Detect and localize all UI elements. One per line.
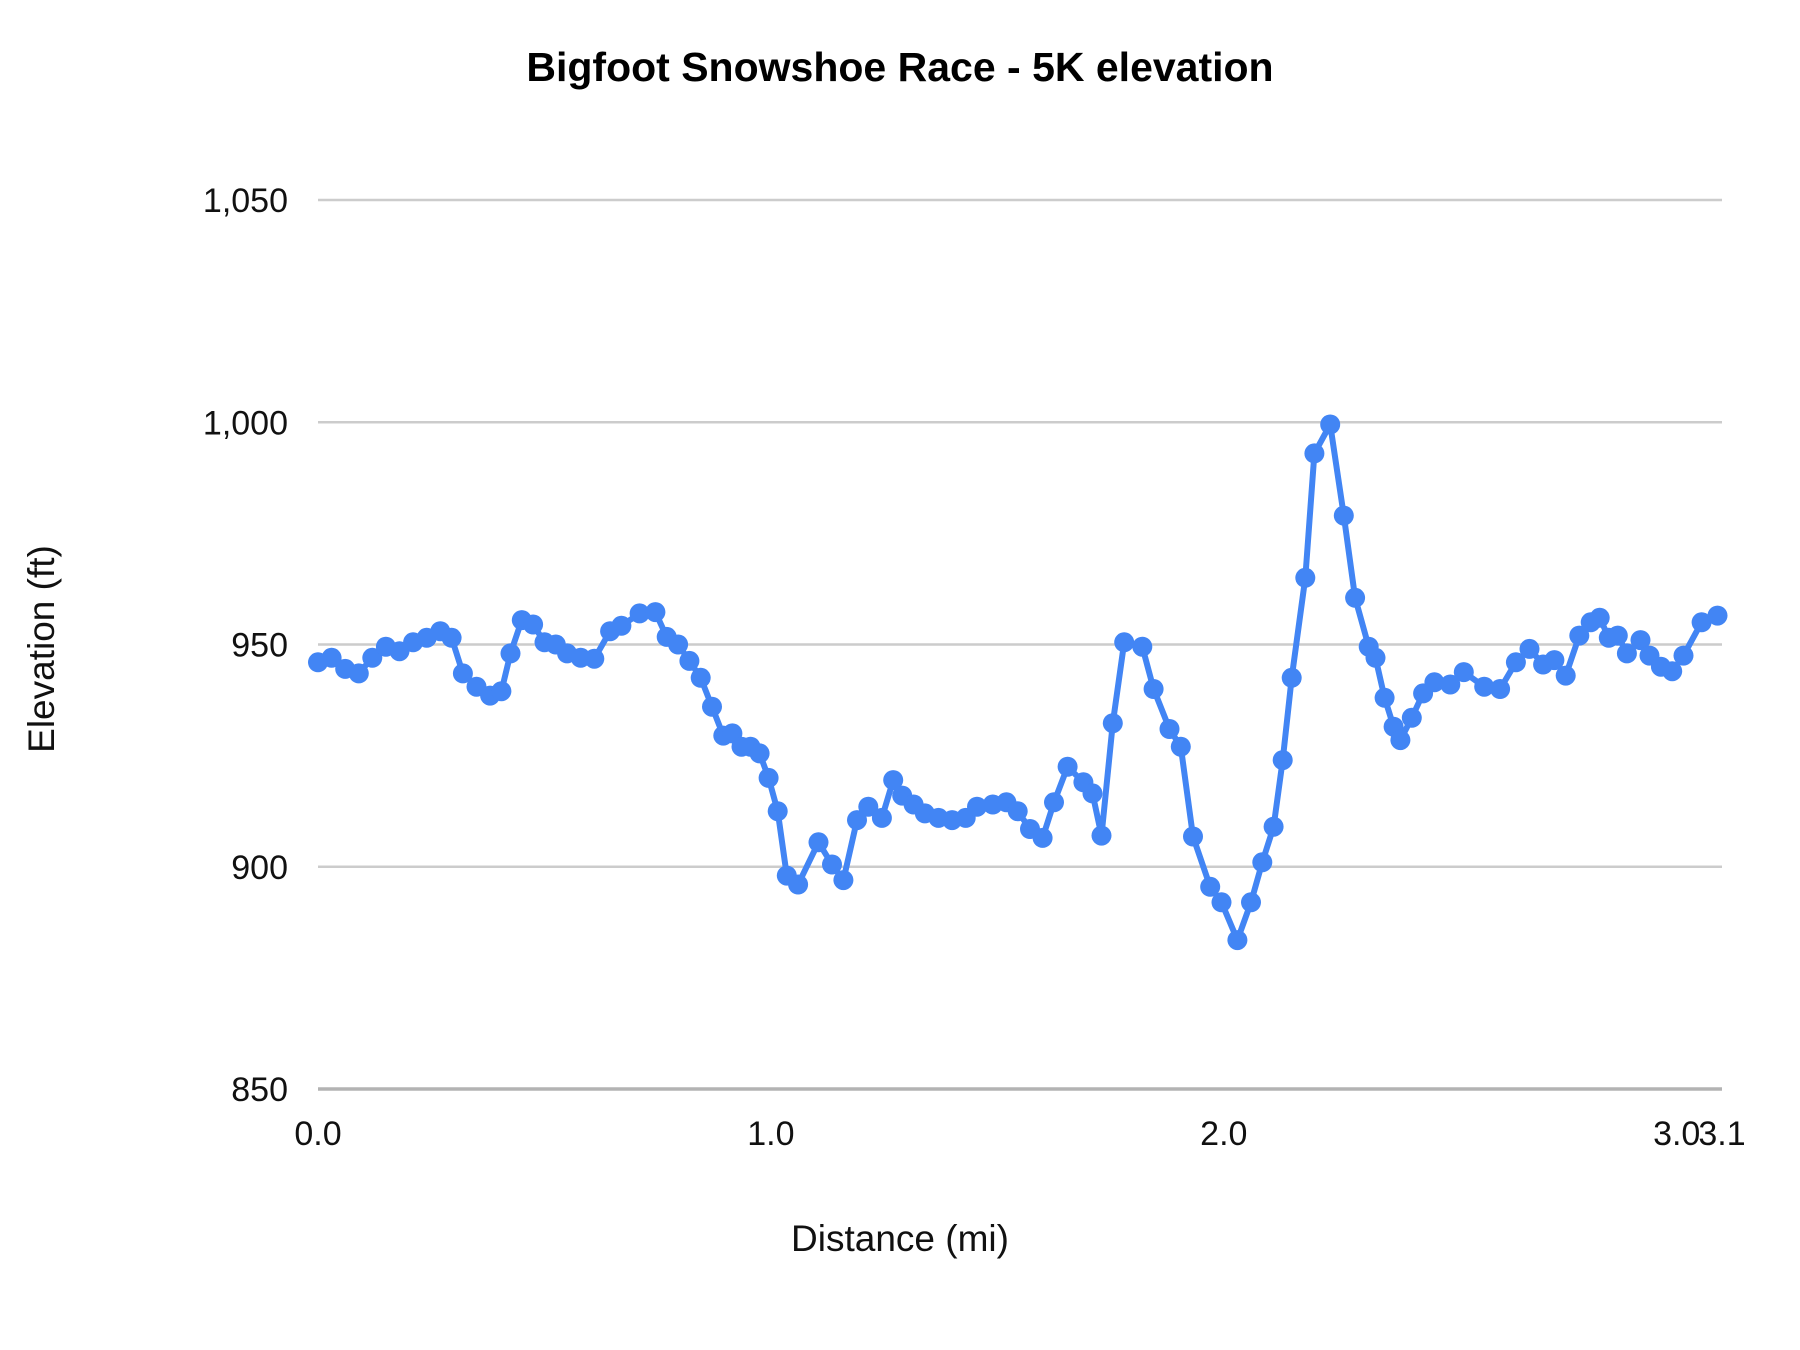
- data-point-marker: [1263, 816, 1284, 837]
- data-point-marker: [1281, 667, 1302, 688]
- data-point-marker: [645, 602, 666, 623]
- data-point-marker: [584, 648, 605, 669]
- data-point-marker: [1032, 827, 1053, 848]
- data-point-marker: [788, 874, 809, 895]
- data-point-marker: [441, 627, 462, 648]
- data-point-marker: [1170, 736, 1191, 757]
- x-tick-label: 3.1: [1698, 1115, 1745, 1153]
- data-point-marker: [767, 801, 788, 822]
- data-point-marker: [847, 810, 867, 831]
- data-point-marker: [1345, 587, 1366, 608]
- data-point-marker: [1707, 605, 1728, 626]
- data-point-marker: [871, 807, 892, 828]
- data-point-marker: [808, 832, 829, 853]
- data-point-marker: [1143, 679, 1164, 699]
- data-point-marker: [1490, 679, 1511, 699]
- data-point-marker: [1505, 652, 1526, 673]
- data-point-marker: [668, 634, 689, 655]
- data-point-marker: [1374, 687, 1395, 708]
- data-point-marker: [1044, 792, 1064, 813]
- data-point-marker: [1304, 443, 1325, 464]
- data-point-marker: [858, 796, 879, 817]
- x-tick-label: 1.0: [747, 1115, 794, 1153]
- data-point-marker: [1673, 645, 1694, 666]
- x-tick-label: 3.0: [1653, 1115, 1700, 1153]
- data-point-marker: [1159, 719, 1180, 739]
- data-point-marker: [679, 650, 700, 671]
- data-point-marker: [1569, 625, 1590, 646]
- data-point-marker: [523, 614, 544, 635]
- data-point-marker: [1589, 607, 1610, 628]
- data-point-marker: [833, 870, 854, 891]
- data-point-marker: [1662, 661, 1683, 682]
- data-point-marker: [1390, 730, 1411, 751]
- data-point-marker: [1114, 632, 1135, 653]
- data-point-marker: [321, 647, 342, 668]
- data-point-marker: [1057, 756, 1078, 777]
- y-tick-label: 1,000: [203, 404, 288, 442]
- data-point-marker: [1102, 713, 1123, 734]
- data-point-marker: [1616, 643, 1637, 664]
- data-point-marker: [629, 603, 650, 624]
- data-point-marker: [1691, 612, 1712, 633]
- data-point-marker: [822, 854, 842, 875]
- data-point-marker: [348, 663, 369, 684]
- data-point-marker: [702, 696, 722, 717]
- data-point-marker: [1519, 638, 1540, 659]
- data-point-marker: [1272, 750, 1293, 771]
- data-point-marker: [1401, 707, 1422, 728]
- data-point-marker: [1082, 783, 1103, 804]
- data-point-marker: [1333, 505, 1354, 526]
- elevation-line-series: [315, 421, 1721, 944]
- data-point-marker: [1607, 625, 1628, 646]
- data-point-marker: [883, 770, 904, 791]
- data-point-marker: [1424, 672, 1445, 693]
- data-point-marker: [491, 681, 512, 702]
- x-axis-title: Distance (mi): [791, 1218, 1009, 1259]
- data-point-marker: [967, 796, 987, 817]
- data-point-marker: [1555, 665, 1576, 686]
- data-point-marker: [362, 647, 383, 668]
- data-point-marker: [1132, 636, 1153, 657]
- y-tick-label: 950: [231, 627, 288, 665]
- data-point-marker: [1440, 674, 1461, 695]
- x-tick-label: 0.0: [294, 1115, 341, 1153]
- data-point-marker: [1007, 801, 1028, 822]
- y-tick-label: 900: [231, 849, 288, 887]
- data-point-marker: [1211, 892, 1232, 913]
- data-point-marker: [749, 743, 770, 764]
- data-point-marker: [452, 663, 473, 684]
- data-point-marker: [690, 667, 711, 688]
- data-point-marker: [1227, 930, 1248, 951]
- data-point-marker: [1453, 662, 1474, 683]
- y-tick-label: 850: [231, 1071, 288, 1109]
- data-point-marker: [1091, 825, 1112, 846]
- data-point-marker: [1474, 676, 1495, 697]
- chart-title: Bigfoot Snowshoe Race - 5K elevation: [526, 44, 1274, 90]
- data-point-marker: [1200, 876, 1221, 897]
- data-point-marker: [1183, 826, 1203, 847]
- data-point-marker: [1365, 647, 1386, 668]
- data-point-marker: [1630, 630, 1651, 651]
- data-point-marker: [611, 615, 632, 636]
- data-point-marker: [1252, 852, 1273, 873]
- data-point-marker: [758, 767, 779, 788]
- y-tick-label: 1,050: [203, 182, 288, 220]
- data-point-marker: [1544, 650, 1565, 671]
- data-point-marker: [1320, 414, 1341, 435]
- data-point-marker: [1295, 567, 1316, 588]
- data-point-marker: [1241, 892, 1261, 913]
- x-tick-label: 2.0: [1200, 1115, 1247, 1153]
- data-point-marker: [500, 643, 521, 664]
